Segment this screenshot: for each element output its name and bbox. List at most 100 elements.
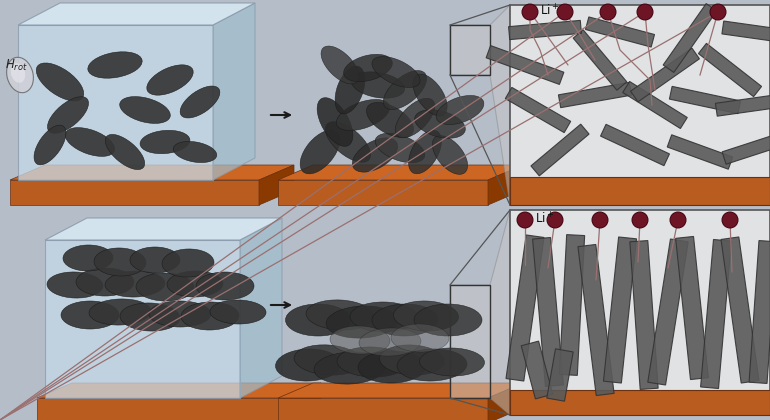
Polygon shape [486,45,564,84]
Ellipse shape [314,352,386,384]
Ellipse shape [433,136,467,174]
Circle shape [710,4,726,20]
Ellipse shape [380,345,444,375]
Polygon shape [488,165,523,205]
Polygon shape [698,43,762,97]
Polygon shape [558,82,631,108]
Ellipse shape [65,128,115,156]
Ellipse shape [119,97,170,123]
Polygon shape [722,132,770,164]
Polygon shape [278,180,488,205]
Ellipse shape [436,95,484,124]
Ellipse shape [413,74,447,116]
Circle shape [517,212,533,228]
Polygon shape [508,21,581,39]
Ellipse shape [136,273,194,301]
Ellipse shape [120,303,180,331]
Circle shape [600,4,616,20]
Polygon shape [45,218,282,240]
Bar [510,210,770,415]
Ellipse shape [94,248,146,276]
Polygon shape [450,5,510,205]
Polygon shape [45,240,240,398]
Ellipse shape [420,348,484,376]
Ellipse shape [34,125,66,165]
Ellipse shape [105,271,165,297]
Circle shape [522,4,538,20]
Bar [510,5,770,205]
Text: Li$^+$: Li$^+$ [540,3,560,18]
Polygon shape [278,383,523,398]
Ellipse shape [367,102,413,137]
Ellipse shape [11,63,25,83]
Ellipse shape [140,130,190,154]
Bar [510,177,770,205]
Polygon shape [240,218,282,398]
Polygon shape [286,383,321,420]
Ellipse shape [358,351,426,383]
Polygon shape [578,244,614,396]
Polygon shape [531,124,589,176]
Ellipse shape [391,324,449,352]
Ellipse shape [353,138,397,172]
Ellipse shape [7,57,33,93]
Polygon shape [521,341,553,399]
Ellipse shape [36,63,84,101]
Polygon shape [18,3,255,25]
Polygon shape [663,3,717,72]
Ellipse shape [130,247,180,273]
Ellipse shape [300,130,340,174]
Ellipse shape [48,97,89,133]
Ellipse shape [173,142,216,163]
Ellipse shape [337,347,407,377]
Ellipse shape [76,268,134,296]
Ellipse shape [409,130,441,174]
Polygon shape [10,165,294,180]
Ellipse shape [149,301,211,327]
Circle shape [632,212,648,228]
Circle shape [547,212,563,228]
Polygon shape [573,30,627,90]
Ellipse shape [196,272,254,300]
Ellipse shape [335,66,365,114]
Ellipse shape [414,304,482,336]
Polygon shape [37,383,321,398]
Ellipse shape [343,54,393,82]
Ellipse shape [88,52,142,78]
Circle shape [670,212,686,228]
Text: Li$^+$: Li$^+$ [535,211,554,227]
Polygon shape [505,87,571,133]
Ellipse shape [336,100,390,131]
Polygon shape [721,237,759,383]
Polygon shape [547,349,573,401]
Ellipse shape [63,245,113,271]
Ellipse shape [395,98,435,138]
Polygon shape [601,124,669,165]
Ellipse shape [326,306,398,338]
Ellipse shape [317,98,353,146]
Polygon shape [37,398,286,420]
Ellipse shape [321,46,359,84]
Circle shape [637,4,653,20]
Ellipse shape [415,110,465,138]
Polygon shape [630,241,658,389]
Polygon shape [506,235,544,381]
Ellipse shape [294,345,362,375]
Polygon shape [213,3,255,180]
Polygon shape [585,17,654,47]
Ellipse shape [210,300,266,324]
Ellipse shape [372,57,420,87]
Polygon shape [715,94,770,116]
Ellipse shape [393,301,458,331]
Polygon shape [675,236,708,380]
Ellipse shape [397,349,467,381]
Ellipse shape [375,133,425,163]
Ellipse shape [162,249,214,277]
Ellipse shape [383,71,427,110]
Text: $H_{rot}$: $H_{rot}$ [5,58,28,73]
Ellipse shape [306,300,374,330]
Polygon shape [623,81,688,129]
Circle shape [722,212,738,228]
Ellipse shape [180,86,220,118]
Polygon shape [278,398,488,420]
